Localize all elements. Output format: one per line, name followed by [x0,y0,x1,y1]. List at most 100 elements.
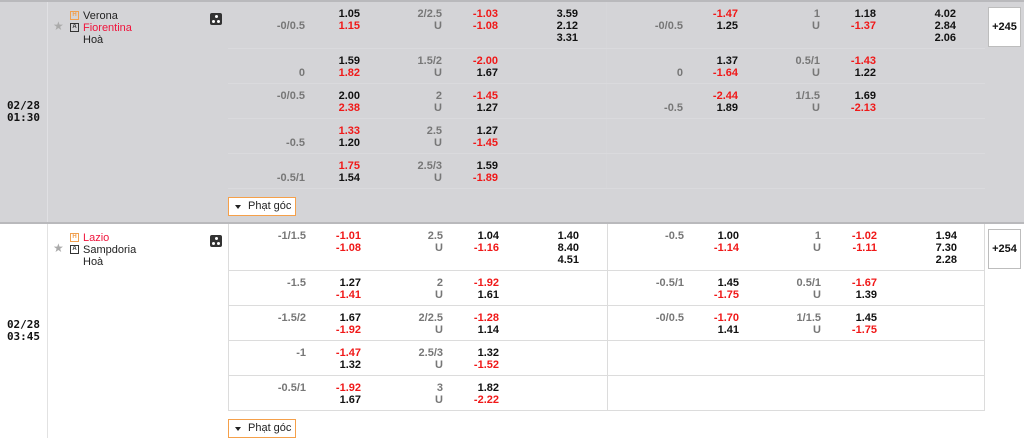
odds-value[interactable]: 2.84 [934,20,956,32]
odds-value[interactable]: -1.37 [850,20,876,32]
odds-value[interactable]: -1.92 [335,382,361,394]
odds-value[interactable]: -1.75 [713,289,739,301]
odds-value[interactable]: 1.22 [854,67,876,79]
home-team[interactable]: Verona [83,10,118,22]
odds-value[interactable]: 1.00 [717,230,739,242]
odds-value[interactable]: 7.30 [935,242,957,254]
odds-value[interactable]: -1.64 [712,67,738,79]
odds-row: -0/0.5 2.00 2.38 2 U -1.45 1.27 -0.5 -2.44 1.89 1/… [228,84,985,119]
odds-value[interactable]: 1.18 [854,8,876,20]
odds-row: -1.5 1.27 -1.41 2 U -1.92 1.61 -0.5/1 1.45 -1.75 0… [229,271,984,306]
odds-value[interactable]: 1.82 [338,67,360,79]
spacer [235,160,305,172]
away-team[interactable]: Fiorentina [83,22,132,34]
odds-value[interactable]: 1.39 [855,289,877,301]
odds-value[interactable]: 2.12 [556,20,578,32]
more-markets-button[interactable]: +254 [988,229,1021,269]
odds-value[interactable]: 1.27 [339,277,361,289]
odds-value[interactable]: 1.59 [338,55,360,67]
odds-value[interactable]: 1.61 [477,289,499,301]
odds-value[interactable]: -2.13 [850,102,876,114]
handicap-line: -0.5 [613,90,683,114]
odds-value[interactable]: 1.37 [716,55,738,67]
stats-icon[interactable] [210,235,222,247]
odds-value[interactable]: -1.01 [335,230,361,242]
odds-value[interactable]: 1.82 [477,382,499,394]
odds-value[interactable]: -1.92 [473,277,499,289]
odds-value[interactable]: -1.47 [335,347,361,359]
over-under-line: 2/2.5 U [382,8,442,32]
odds-value[interactable]: -1.03 [472,8,498,20]
odds-value[interactable]: 1.45 [855,312,877,324]
odds-value[interactable]: -1.11 [852,242,877,254]
favorite-star-icon[interactable]: ★ [53,241,64,255]
home-team[interactable]: Lazio [83,232,110,244]
odds-value[interactable]: 1.32 [339,359,361,371]
odds-value[interactable]: 2.28 [935,254,957,266]
ou-line-value: 2/2.5 [418,312,443,324]
odds-value[interactable]: 1.67 [339,394,361,406]
odds-value[interactable]: 4.51 [557,254,579,266]
odds-value[interactable]: -1.45 [472,90,498,102]
favorite-star-icon[interactable]: ★ [53,19,64,33]
odds-value[interactable]: -1.70 [713,312,739,324]
odds-value[interactable]: -1.08 [472,20,498,32]
more-markets-button[interactable]: +245 [988,7,1021,47]
odds-value[interactable]: -1.75 [851,324,877,336]
odds-value[interactable]: 2.06 [934,32,956,44]
odds-value[interactable]: 2.38 [338,102,360,114]
odds-value[interactable]: 1.75 [338,160,360,172]
under-label: U [435,324,443,336]
odds-value[interactable]: -1.08 [335,242,361,254]
odds-value[interactable]: 1.54 [338,172,360,184]
odds-value[interactable]: -1.45 [472,137,498,149]
odds-value[interactable]: -1.16 [473,242,499,254]
odds-value[interactable]: -2.44 [712,90,738,102]
odds-value[interactable]: -1.89 [472,172,498,184]
odds-value[interactable]: 4.02 [934,8,956,20]
odds-value[interactable]: 1.89 [716,102,738,114]
odds-value[interactable]: -2.22 [473,394,499,406]
odds-value[interactable]: 3.31 [556,32,578,44]
odds-value[interactable]: -1.43 [850,55,876,67]
odds-value[interactable]: 1.59 [476,160,498,172]
odds-value[interactable]: 1.40 [557,230,579,242]
odds-value[interactable]: -1.41 [335,289,361,301]
odds-value[interactable]: 3.59 [556,8,578,20]
1x2-odds: 1.40 8.40 4.51 [529,230,579,266]
odds-value[interactable]: 1.94 [935,230,957,242]
over-under-line: 2.5/3 U [382,160,442,184]
odds-value[interactable]: 1.14 [477,324,499,336]
odds-value[interactable]: 1.27 [476,102,498,114]
odds-value[interactable]: 2.00 [338,90,360,102]
odds-value[interactable]: 1.25 [716,20,738,32]
odds-value[interactable]: 1.45 [717,277,739,289]
odds-value[interactable]: 1.67 [339,312,361,324]
corner-kick-toggle-button[interactable]: Phạt góc [228,197,296,216]
odds-value[interactable]: 1.04 [477,230,499,242]
odds-value[interactable]: -1.52 [473,359,499,371]
odds-value[interactable]: 1.67 [476,67,498,79]
odds-value[interactable]: -1.67 [851,277,877,289]
odds-value[interactable]: -1.14 [713,242,739,254]
stats-icon[interactable] [210,13,222,25]
odds-value[interactable]: -1.28 [473,312,499,324]
away-team[interactable]: Sampdoria [83,244,137,256]
odds-value[interactable]: 1.32 [477,347,499,359]
odds-value[interactable]: 1.20 [338,137,360,149]
odds-value[interactable]: -1.02 [851,230,877,242]
odds-value[interactable]: -1.47 [712,8,738,20]
odds-value[interactable]: 8.40 [557,242,579,254]
odds-value[interactable]: -2.00 [472,55,498,67]
odds-value[interactable]: 1.41 [717,324,739,336]
odds-value[interactable]: 1.69 [854,90,876,102]
odds-value[interactable]: -1.92 [335,324,361,336]
over-under-odds: -1.67 1.39 [827,277,877,301]
odds-value[interactable]: 1.33 [338,125,360,137]
over-under-line: 2.5/3 U [383,347,443,371]
corner-kick-toggle-button[interactable]: Phạt góc [228,419,296,438]
odds-value[interactable]: 1.15 [338,20,360,32]
odds-value[interactable]: 1.05 [338,8,360,20]
odds-value[interactable]: 1.27 [476,125,498,137]
